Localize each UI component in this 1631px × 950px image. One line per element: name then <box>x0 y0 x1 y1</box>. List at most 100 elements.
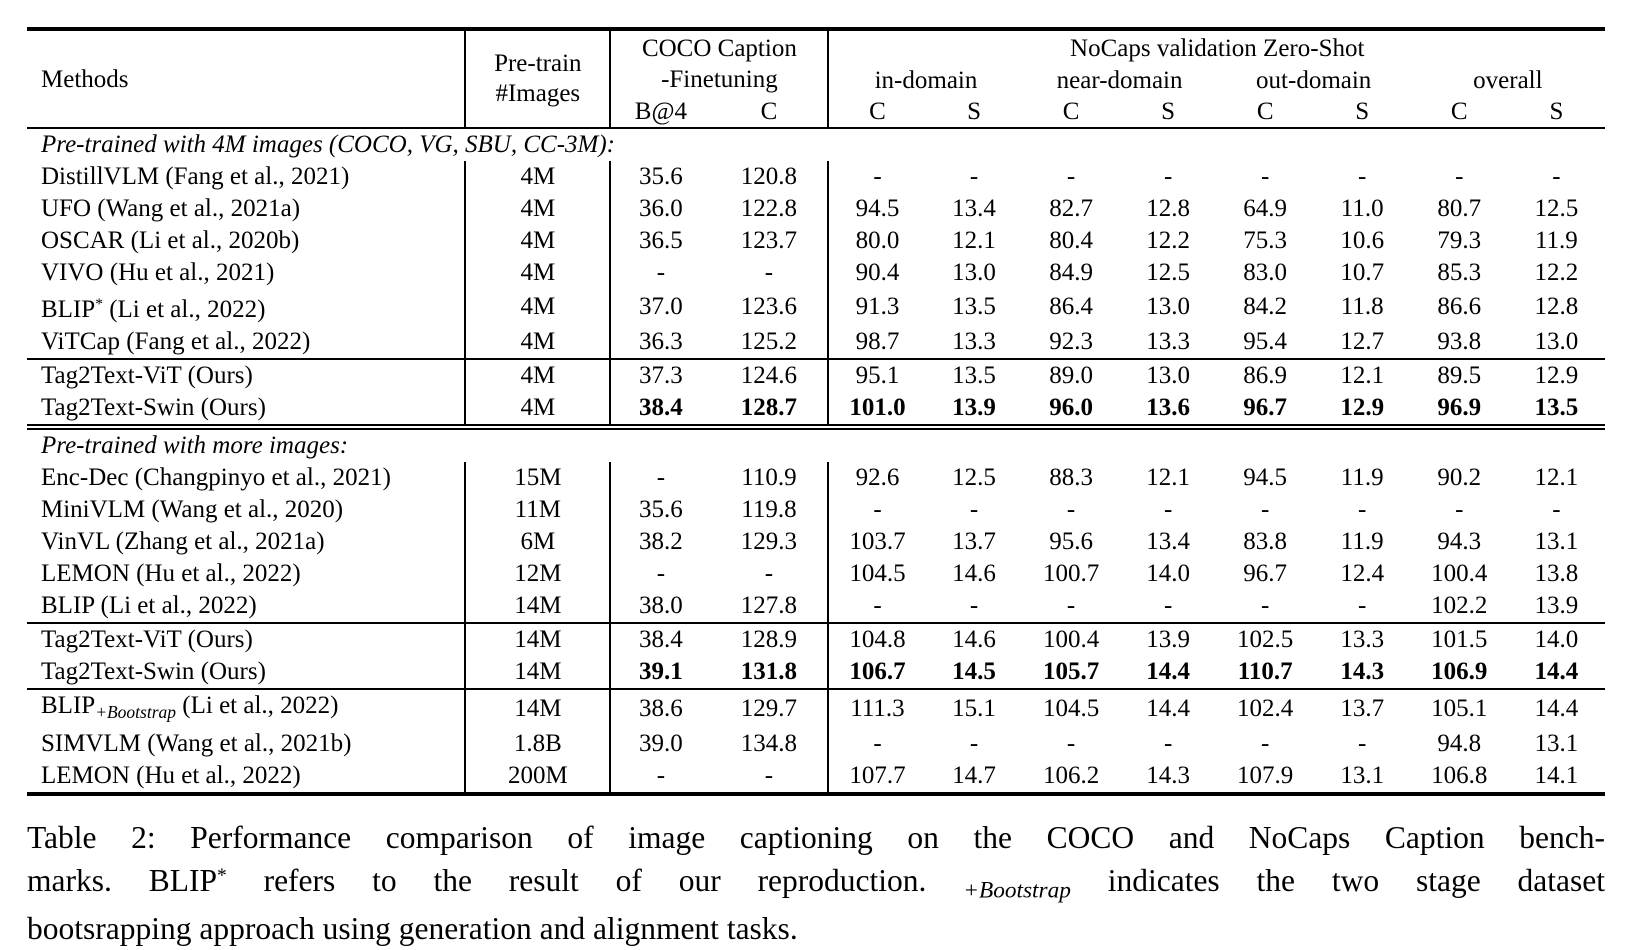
col-header-pretrain: Pre-train #Images <box>465 29 612 129</box>
value-cell: 12.7 <box>1340 327 1385 355</box>
section-label: Pre-trained with 4M images (COCO, VG, SB… <box>41 131 616 158</box>
method-cell: SIMVLM (Wang et al., 2021b) <box>27 727 467 760</box>
value-cell: 12.8 <box>1534 293 1579 321</box>
value-cell: 129.3 <box>710 525 830 558</box>
coco-line1: COCO Caption <box>641 34 797 62</box>
method-cell: DistillVLM (Fang et al., 2021) <box>27 161 467 193</box>
value-cell: 94.3 <box>1437 527 1482 555</box>
metric-header: S <box>1507 96 1605 129</box>
col-header-coco-caption: COCO Caption -Finetuning <box>610 29 830 96</box>
method-cell: BLIP+Bootstrap (Li et al., 2022) <box>27 687 467 728</box>
value-cell: 93.8 <box>1437 327 1482 355</box>
pretrain-images-cell: 4M <box>465 193 612 225</box>
value-cell: 13.4 <box>952 195 996 222</box>
value-cell: 10.6 <box>1340 227 1385 254</box>
pretrain-images-cell: 11M <box>465 493 612 526</box>
pretrain-images-cell: 14M <box>465 687 612 728</box>
value-cell: 110.9 <box>710 461 830 494</box>
method-cell: VinVL (Zhang et al., 2021a) <box>27 525 467 558</box>
value-cell: 36.5 <box>638 227 683 254</box>
value-cell: 110.7 <box>1237 657 1293 685</box>
value-cell: 101.5 <box>1410 621 1508 656</box>
method-cell: LEMON (Hu et al., 2022) <box>27 759 467 794</box>
table-row: LEMON (Hu et al., 2022) 12M - -104.5 14.6 100… <box>27 557 1605 590</box>
metric-header: S <box>1313 96 1411 129</box>
method-cell: MiniVLM (Wang et al., 2020) <box>27 493 467 526</box>
value-cell: 123.6 <box>710 289 830 326</box>
value-cell: - <box>1066 591 1076 619</box>
value-cell: - <box>1552 495 1561 523</box>
table-row: DistillVLM (Fang et al., 2021) 4M 35.6 120.… <box>27 161 1605 193</box>
value-cell: 106.2 <box>1042 761 1100 789</box>
pretrain-images-cell: 200M <box>465 759 612 794</box>
value-cell: 128.9 <box>710 621 830 656</box>
value-cell: 103.7 <box>849 527 906 555</box>
value-cell: 86.6 <box>1437 293 1482 321</box>
value-cell: 13.8 <box>1534 559 1579 587</box>
table-caption: Table 2: Performance comparison of image… <box>27 816 1605 950</box>
table-row: Tag2Text-Swin (Ours) 4M 38.4 128.7 101.0 13.9… <box>27 391 1605 430</box>
col-header-out-domain: out-domain <box>1256 67 1372 94</box>
value-cell: 85.3 <box>1437 259 1482 286</box>
table-row: UFO (Wang et al., 2021a) 4M 36.0 122.8 94.5 1… <box>27 193 1605 225</box>
method-cell: Tag2Text-ViT (Ours) <box>27 357 467 392</box>
col-header-nocaps: NoCaps validation Zero-Shot <box>1070 34 1365 62</box>
value-cell: 13.1 <box>1534 729 1579 757</box>
caption-line-3: bootsrapping approach using generation a… <box>27 911 798 947</box>
value-cell: 13.3 <box>1313 621 1411 656</box>
value-cell: 96.9 <box>1410 391 1508 430</box>
value-cell: 13.0 <box>952 259 996 286</box>
value-cell: 100.4 <box>1431 559 1488 587</box>
col-header-b4: B@4 <box>610 96 711 129</box>
value-cell: 123.7 <box>710 225 830 257</box>
value-cell: - <box>1358 163 1367 190</box>
method-cell: Tag2Text-ViT (Ours) <box>27 621 467 656</box>
value-cell: 134.8 <box>710 727 830 760</box>
value-cell: 122.8 <box>710 193 830 225</box>
method-cell: BLIP (Li et al., 2022) <box>27 589 467 623</box>
value-cell: - <box>873 591 882 619</box>
value-cell: 12.1 <box>1146 463 1190 491</box>
value-cell: 14.0 <box>1146 559 1190 587</box>
pretrain-line1: Pre-train <box>494 50 582 77</box>
value-cell: 64.9 <box>1243 195 1288 222</box>
value-cell: 104.8 <box>828 621 926 656</box>
method-cell: Tag2Text-Swin (Ours) <box>27 655 467 689</box>
col-header-overall: overall <box>1473 67 1543 94</box>
value-cell: 13.3 <box>952 327 996 355</box>
value-cell: 12.1 <box>952 227 996 254</box>
value-cell: 13.7 <box>952 527 996 555</box>
value-cell: 12.9 <box>1507 357 1605 392</box>
value-cell: - <box>969 495 979 523</box>
method-cell: ViTCap (Fang et al., 2022) <box>27 325 467 359</box>
table-row: Tag2Text-ViT (Ours) 14M 38.4 128.9 104.8 14.6… <box>27 621 1605 656</box>
value-cell: 124.6 <box>710 357 830 392</box>
value-cell: 102.2 <box>1431 591 1488 619</box>
metric-header: C <box>1216 96 1314 129</box>
value-cell: 13.0 <box>1146 293 1190 321</box>
table-row: Enc-Dec (Changpinyo et al., 2021) 15M - 110… <box>27 461 1605 494</box>
value-cell: 80.0 <box>855 227 900 254</box>
value-cell: 94.5 <box>1243 463 1288 491</box>
value-cell: - <box>969 163 979 190</box>
value-cell: 89.0 <box>1022 357 1120 392</box>
table-row: MiniVLM (Wang et al., 2020) 11M 35.6 119.8 -… <box>27 493 1605 526</box>
value-cell: 35.6 <box>638 495 683 523</box>
value-cell: - <box>656 259 666 286</box>
pretrain-images-cell: 4M <box>465 391 612 430</box>
value-cell: 106.8 <box>1431 761 1488 789</box>
value-cell: 84.9 <box>1049 259 1093 286</box>
results-table: Methods Pre-train #Images COCO Caption -… <box>27 27 1605 796</box>
value-cell: 92.3 <box>1049 327 1093 355</box>
value-cell: - <box>1163 729 1173 757</box>
value-cell: 98.7 <box>855 327 900 355</box>
value-cell: 13.3 <box>1146 327 1190 355</box>
pretrain-images-cell: 15M <box>465 461 612 494</box>
table-row: LEMON (Hu et al., 2022) 200M - -107.7 14.7 10… <box>27 759 1605 794</box>
metric-header: S <box>1119 96 1217 129</box>
value-cell: - <box>1261 495 1270 523</box>
value-cell: 111.3 <box>828 687 926 728</box>
value-cell: 75.3 <box>1243 227 1288 254</box>
value-cell: 13.4 <box>1146 527 1190 555</box>
table-row: OSCAR (Li et al., 2020b) 4M 36.5 123.7 80.0 1… <box>27 225 1605 257</box>
